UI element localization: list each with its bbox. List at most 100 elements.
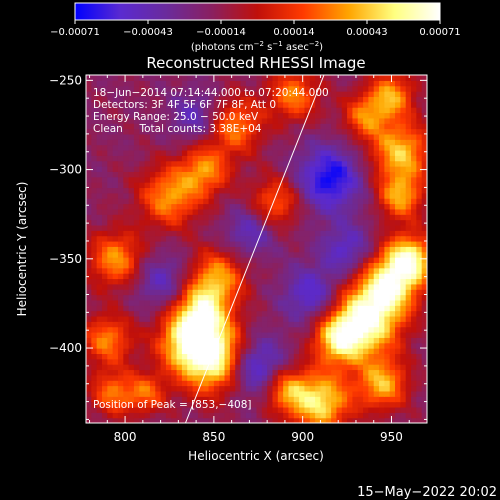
heatmap-cell [133, 406, 140, 413]
heatmap-cell [86, 166, 92, 172]
heatmap-cell [299, 353, 306, 360]
heatmap-cell [203, 123, 210, 130]
heatmap-cell [101, 160, 108, 167]
y-tick-label: −250 [49, 73, 82, 87]
heatmap-cell [224, 374, 231, 381]
heatmap-cell [288, 149, 295, 156]
heatmap-cell [224, 326, 231, 333]
heatmap-cell [309, 107, 316, 114]
heatmap-cell [107, 144, 114, 151]
heatmap-cell [139, 155, 146, 162]
heatmap-cell [368, 219, 375, 226]
heatmap-cell [208, 278, 215, 285]
heatmap-cell [176, 203, 183, 210]
colorbar [74, 2, 441, 21]
heatmap-cell [181, 380, 188, 387]
heatmap-cell [224, 144, 231, 151]
heatmap-cell [245, 294, 252, 301]
heatmap-cell [277, 91, 284, 98]
heatmap-cell [245, 251, 252, 258]
heatmap-cell [341, 203, 348, 210]
heatmap-cell [299, 117, 306, 124]
heatmap-cell [352, 321, 359, 328]
heatmap-cell [197, 117, 204, 124]
heatmap-cell [203, 117, 210, 124]
heatmap-cell [123, 331, 130, 338]
heatmap-cell [368, 251, 375, 258]
heatmap-cell [261, 342, 268, 349]
heatmap-cell [240, 203, 247, 210]
heatmap-cell [203, 380, 210, 387]
heatmap-cell [149, 117, 156, 124]
heatmap-cell [331, 85, 338, 92]
heatmap-cell [357, 96, 364, 103]
heatmap-cell [400, 273, 407, 280]
heatmap-cell [299, 251, 306, 258]
heatmap-cell [139, 374, 146, 381]
heatmap-cell [416, 75, 423, 81]
heatmap-cell [411, 267, 417, 274]
heatmap-cell [283, 401, 290, 408]
heatmap-cell [176, 155, 183, 162]
heatmap-cell [384, 305, 391, 312]
heatmap-cell [107, 267, 114, 274]
heatmap-cell [112, 80, 119, 87]
heatmap-cell [107, 412, 114, 419]
heatmap-cell [160, 380, 167, 387]
heatmap-cell [384, 171, 391, 178]
heatmap-cell [299, 208, 306, 215]
heatmap-cell [299, 374, 306, 381]
heatmap-cell [117, 273, 124, 280]
heatmap-cell [229, 278, 236, 285]
heatmap-cell [288, 348, 295, 354]
heatmap-cell [283, 326, 290, 333]
heatmap-cell [293, 182, 300, 189]
heatmap-cell [149, 133, 156, 140]
heatmap-cell [368, 240, 375, 247]
heatmap-cell [91, 342, 98, 349]
heatmap-cell [395, 374, 401, 381]
heatmap-cell [86, 353, 92, 360]
heatmap-cell [229, 91, 236, 98]
heatmap-cell [176, 144, 183, 151]
heatmap-cell [112, 91, 119, 98]
heatmap-cell [400, 230, 407, 237]
heatmap-cell [304, 219, 311, 226]
heatmap-cell [320, 123, 327, 130]
heatmap-cell [347, 305, 354, 312]
heatmap-cell [139, 224, 146, 231]
heatmap-cell [379, 278, 385, 285]
heatmap-cell [149, 176, 156, 183]
heatmap-cell [363, 128, 369, 135]
heatmap-cell [352, 251, 359, 258]
heatmap-cell [304, 208, 311, 215]
heatmap-cell [256, 278, 263, 285]
heatmap-cell [187, 112, 194, 119]
heatmap-cell [219, 171, 226, 178]
heatmap-cell [421, 192, 427, 199]
heatmap-cell [400, 267, 407, 274]
heatmap-cell [336, 396, 343, 403]
heatmap-cell [91, 91, 98, 98]
heatmap-cell [283, 192, 290, 199]
heatmap-cell [405, 133, 412, 140]
heatmap-cell [368, 406, 375, 413]
heatmap-cell [213, 166, 220, 172]
heatmap-cell [240, 385, 247, 392]
heatmap-cell [288, 342, 295, 349]
heatmap-cell [341, 112, 348, 119]
heatmap-cell [341, 128, 348, 135]
heatmap-cell [363, 224, 369, 231]
heatmap-cell [373, 262, 380, 269]
heatmap-cell [309, 342, 316, 349]
heatmap-cell [176, 80, 183, 87]
heatmap-cell [107, 283, 114, 290]
heatmap-cell [267, 374, 274, 381]
heatmap-cell [421, 331, 427, 338]
heatmap-cell [240, 337, 247, 344]
heatmap-cell [91, 353, 98, 360]
heatmap-cell [347, 101, 354, 108]
heatmap-cell [240, 326, 247, 333]
heatmap-cell [421, 96, 427, 103]
heatmap-cell [112, 251, 119, 258]
